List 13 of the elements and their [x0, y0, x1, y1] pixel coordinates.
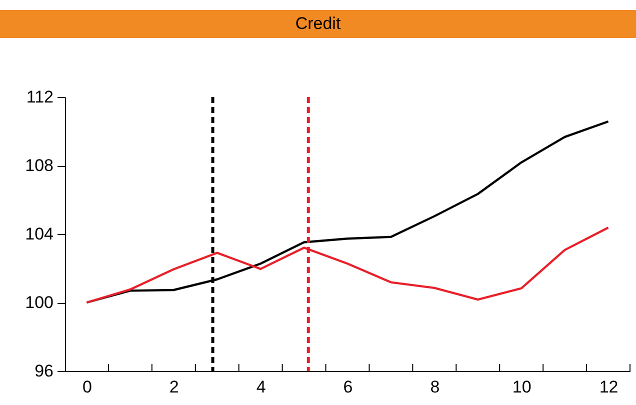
y-tick-label: 96 [34, 362, 54, 380]
x-tick-label: 10 [512, 378, 532, 396]
x-tick-label: 4 [256, 378, 266, 396]
y-tick-label: 100 [25, 293, 54, 312]
x-tick-label: 0 [82, 378, 92, 396]
x-tick-label: 6 [343, 378, 353, 396]
x-tick-label: 2 [169, 378, 179, 396]
chart-title: Credit [295, 14, 341, 33]
x-tick-label: 12 [599, 378, 618, 396]
y-tick-label: 108 [25, 156, 54, 175]
y-tick-label: 112 [26, 88, 54, 106]
x-tick-label: 8 [430, 378, 440, 396]
y-tick-label: 104 [25, 224, 54, 244]
